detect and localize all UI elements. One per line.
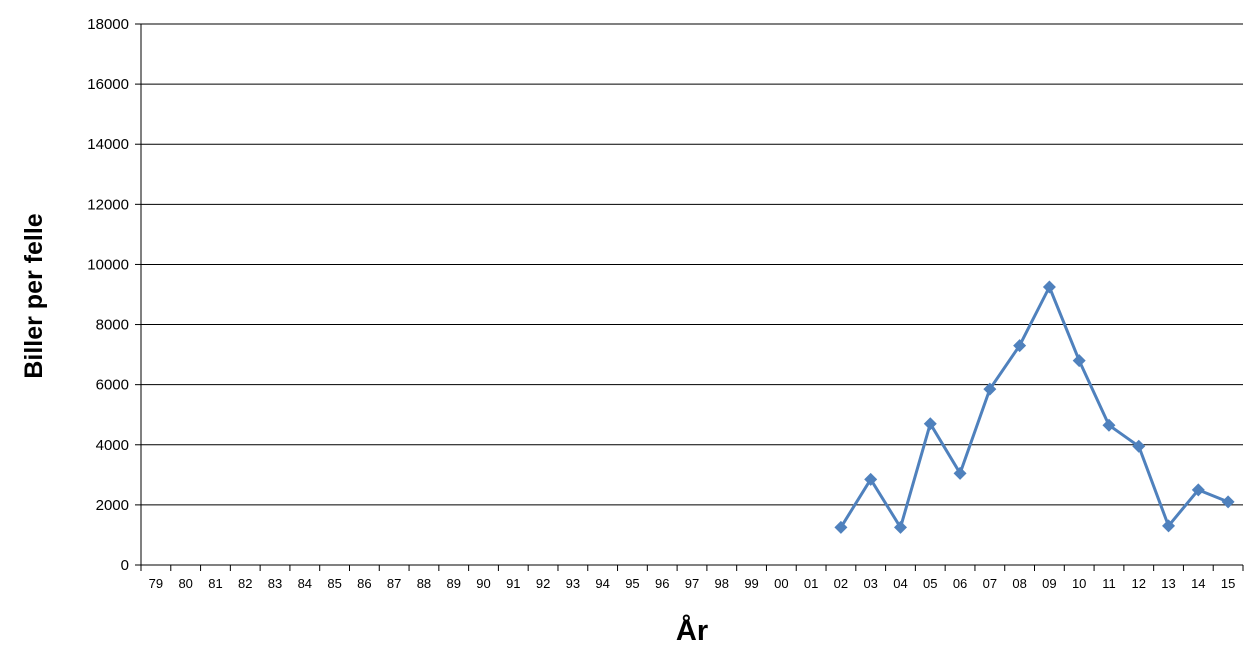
x-tick-label: 11 [1102,576,1116,591]
x-tick-label: 86 [357,576,371,591]
x-tick-label: 88 [417,576,431,591]
x-tick-label: 13 [1161,576,1175,591]
x-tick-label: 06 [953,576,967,591]
x-tick-label: 89 [446,576,460,591]
series-line [839,285,1229,529]
data-point-marker [953,466,967,480]
y-tick-labels: 0 2000 4000 6000 8000 10000 12000 14000 16000 180… [87,16,129,574]
data-point-marker [1132,439,1146,453]
x-tick-label: 12 [1132,576,1146,591]
x-tick-label: 96 [655,576,669,591]
x-tick-label: 04 [893,576,907,591]
x-tick-label: 05 [923,576,937,591]
x-tick-label: 09 [1042,576,1056,591]
y-tick-label: 2000 [96,497,129,514]
x-tick-label: 94 [595,576,609,591]
x-tick-label: 08 [1012,576,1026,591]
data-point-marker [1162,519,1176,533]
x-axis-title: År [676,614,708,647]
y-tick-label: 6000 [96,377,129,394]
x-tick-label: 87 [387,576,401,591]
data-point-marker [864,472,878,486]
x-tick-label: 03 [863,576,877,591]
x-tick-label: 10 [1072,576,1086,591]
x-tick-label: 97 [685,576,699,591]
data-point-marker [1221,495,1235,509]
x-tick-label: 90 [476,576,490,591]
y-tick-label: 18000 [87,16,129,33]
x-tick-label: 82 [238,576,252,591]
x-tick-label: 81 [208,576,222,591]
x-tick-label: 15 [1221,576,1235,591]
y-tick-label: 12000 [87,196,129,213]
x-tick-label: 99 [744,576,758,591]
data-point-marker [1072,354,1086,368]
y-tick-label: 16000 [87,76,129,93]
y-axis-title: Biller per felle [20,213,48,378]
x-tick-label: 00 [774,576,788,591]
x-tick-label: 80 [178,576,192,591]
x-tick-label: 95 [625,576,639,591]
x-tick-label: 79 [149,576,163,591]
x-tick-label: 93 [566,576,580,591]
y-tick-label: 8000 [96,317,129,334]
data-point-marker [1013,339,1027,353]
x-tick-label: 14 [1191,576,1205,591]
x-tick-label: 07 [983,576,997,591]
x-tick-label: 85 [327,576,341,591]
x-tick-label: 84 [298,576,312,591]
x-tick-label: 98 [715,576,729,591]
data-point-marker [1191,483,1205,497]
x-tick-label: 91 [506,576,520,591]
data-point-marker [893,520,907,534]
data-point-marker [1042,280,1056,294]
data-point-marker [983,382,997,396]
x-tick-labels: 79 80 81 82 83 84 85 86 87 88 89 90 91 92 93 94 95 96 97 98… [149,576,1236,591]
y-tick-label: 14000 [87,136,129,153]
x-tick-label: 92 [536,576,550,591]
y-tick-label: 0 [121,557,129,574]
data-point-marker [1102,418,1116,432]
data-point-marker [834,520,848,534]
data-point-marker [923,417,937,431]
axes [135,23,1244,571]
x-tick-label: 83 [268,576,282,591]
series-layer [834,280,1235,534]
x-tick-label: 02 [834,576,848,591]
y-tick-label: 4000 [96,437,129,454]
gridlines [141,23,1243,506]
x-tick-label: 01 [804,576,818,591]
y-tick-label: 10000 [87,256,129,273]
